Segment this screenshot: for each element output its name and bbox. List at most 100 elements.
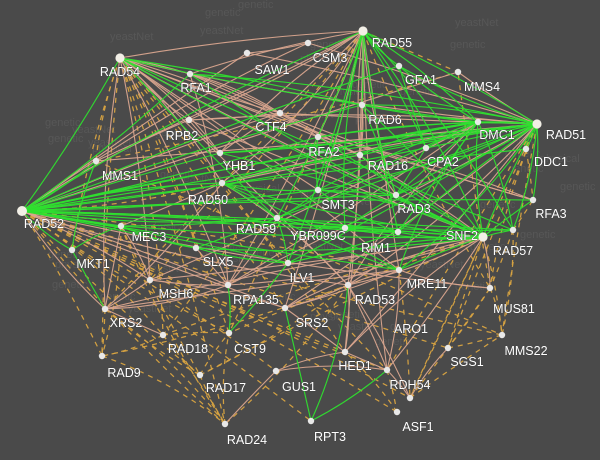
edge-yeastnet — [361, 30, 364, 106]
node-rad50[interactable] — [218, 179, 226, 187]
node-dmc1[interactable] — [474, 118, 482, 126]
node-layer[interactable] — [17, 26, 542, 428]
node-saw1[interactable] — [243, 49, 251, 57]
node-mms1[interactable] — [92, 157, 100, 165]
node-rpt3[interactable] — [307, 417, 315, 425]
node-mec3[interactable] — [117, 222, 125, 230]
node-rad24[interactable] — [221, 420, 229, 428]
node-msh6[interactable] — [146, 276, 154, 284]
node-rad59[interactable] — [273, 214, 281, 222]
node-mre11[interactable] — [395, 266, 403, 274]
node-rad52[interactable] — [17, 206, 27, 216]
edge-physical — [119, 57, 281, 114]
edge-genetic — [162, 331, 230, 336]
edge-physical — [347, 123, 538, 286]
watermark-text: genetic — [560, 181, 596, 193]
edge-genetic — [162, 236, 484, 336]
node-rpa135[interactable] — [224, 281, 232, 289]
node-rad6[interactable] — [358, 101, 366, 109]
edge-yeastnet — [398, 121, 479, 271]
edge-genetic — [501, 229, 514, 336]
node-rfa3[interactable] — [529, 196, 537, 204]
node-label-mec3: MEC3 — [132, 230, 167, 244]
node-rad57[interactable] — [509, 226, 517, 234]
edge-layer — [21, 30, 539, 425]
watermark-text: physical — [300, 53, 340, 65]
node-ilv1[interactable] — [284, 259, 292, 267]
node-mkt1[interactable] — [68, 246, 76, 254]
node-aro1[interactable] — [406, 394, 414, 402]
node-sgs1[interactable] — [444, 344, 452, 352]
watermark-text: physical — [540, 153, 580, 165]
edge-yeastnet — [219, 152, 484, 238]
node-rad18[interactable] — [159, 331, 167, 339]
edge-physical — [284, 307, 346, 353]
node-mms22[interactable] — [498, 331, 506, 339]
node-rdh54[interactable] — [383, 366, 391, 374]
node-gus1[interactable] — [272, 367, 280, 375]
node-smt3[interactable] — [314, 186, 322, 194]
node-label-rad57: RAD57 — [493, 244, 533, 258]
node-mms4[interactable] — [454, 68, 462, 76]
node-rad16[interactable] — [356, 151, 364, 159]
watermark-text: genetic — [48, 133, 84, 145]
node-csm3[interactable] — [304, 39, 312, 47]
edge-physical — [347, 236, 484, 286]
edge-genetic — [525, 148, 534, 201]
edge-genetic — [104, 308, 226, 425]
edge-genetic — [101, 308, 106, 357]
edge-yeastnet — [228, 262, 289, 334]
node-rad53[interactable] — [344, 281, 352, 289]
node-mus81[interactable] — [486, 284, 494, 292]
edge-yeastnet — [361, 104, 479, 123]
node-cst9[interactable] — [225, 329, 233, 337]
node-ctf4[interactable] — [276, 109, 284, 117]
node-gfa1[interactable] — [395, 62, 403, 70]
node-label-rfa3: RFA3 — [535, 207, 566, 221]
node-label-gus1: GUS1 — [282, 380, 316, 394]
node-rad17[interactable] — [196, 371, 204, 379]
node-rad55[interactable] — [358, 26, 368, 36]
node-rfa2[interactable] — [314, 133, 322, 141]
node-ddc1[interactable] — [522, 145, 530, 153]
node-label-slx5: SLX5 — [203, 255, 234, 269]
edge-yeastnet — [21, 148, 527, 212]
edge-yeastnet — [482, 123, 538, 238]
edge-physical — [21, 210, 286, 309]
node-cpa2[interactable] — [422, 144, 430, 152]
node-rpb2[interactable] — [185, 116, 193, 124]
edge-physical — [409, 347, 449, 399]
edge-physical — [246, 52, 538, 125]
edge-yeastnet — [195, 236, 484, 252]
node-label-rad17: RAD17 — [206, 381, 246, 395]
node-rad3[interactable] — [392, 191, 400, 199]
edge-yeastnet — [397, 123, 538, 233]
node-snf2[interactable] — [478, 232, 488, 242]
node-slx5[interactable] — [192, 244, 200, 252]
node-label-rpt3: RPT3 — [314, 430, 346, 444]
node-rim1[interactable] — [394, 228, 402, 236]
edge-yeastnet — [71, 225, 122, 251]
node-rad54[interactable] — [115, 53, 125, 63]
node-ybr099c[interactable] — [341, 224, 349, 232]
node-yhb1[interactable] — [216, 149, 224, 157]
node-rad9[interactable] — [98, 352, 106, 360]
node-asf1[interactable] — [393, 408, 401, 416]
edge-yeastnet — [284, 307, 312, 422]
node-rad51[interactable] — [532, 119, 542, 129]
edge-yeastnet — [119, 57, 479, 123]
edge-yeastnet — [532, 123, 539, 201]
node-xrs2[interactable] — [101, 305, 109, 313]
node-rfa1[interactable] — [186, 70, 194, 78]
edge-physical — [307, 42, 538, 125]
node-hed1[interactable] — [341, 348, 349, 356]
node-srs2[interactable] — [281, 304, 289, 312]
edge-genetic — [489, 287, 503, 336]
node-label-rfa2: RFA2 — [308, 145, 339, 159]
node-label-ctf4: CTF4 — [255, 120, 286, 134]
edge-physical — [219, 30, 364, 154]
node-label-mre11: MRE11 — [407, 277, 448, 291]
watermark-text: genetic — [45, 117, 81, 129]
